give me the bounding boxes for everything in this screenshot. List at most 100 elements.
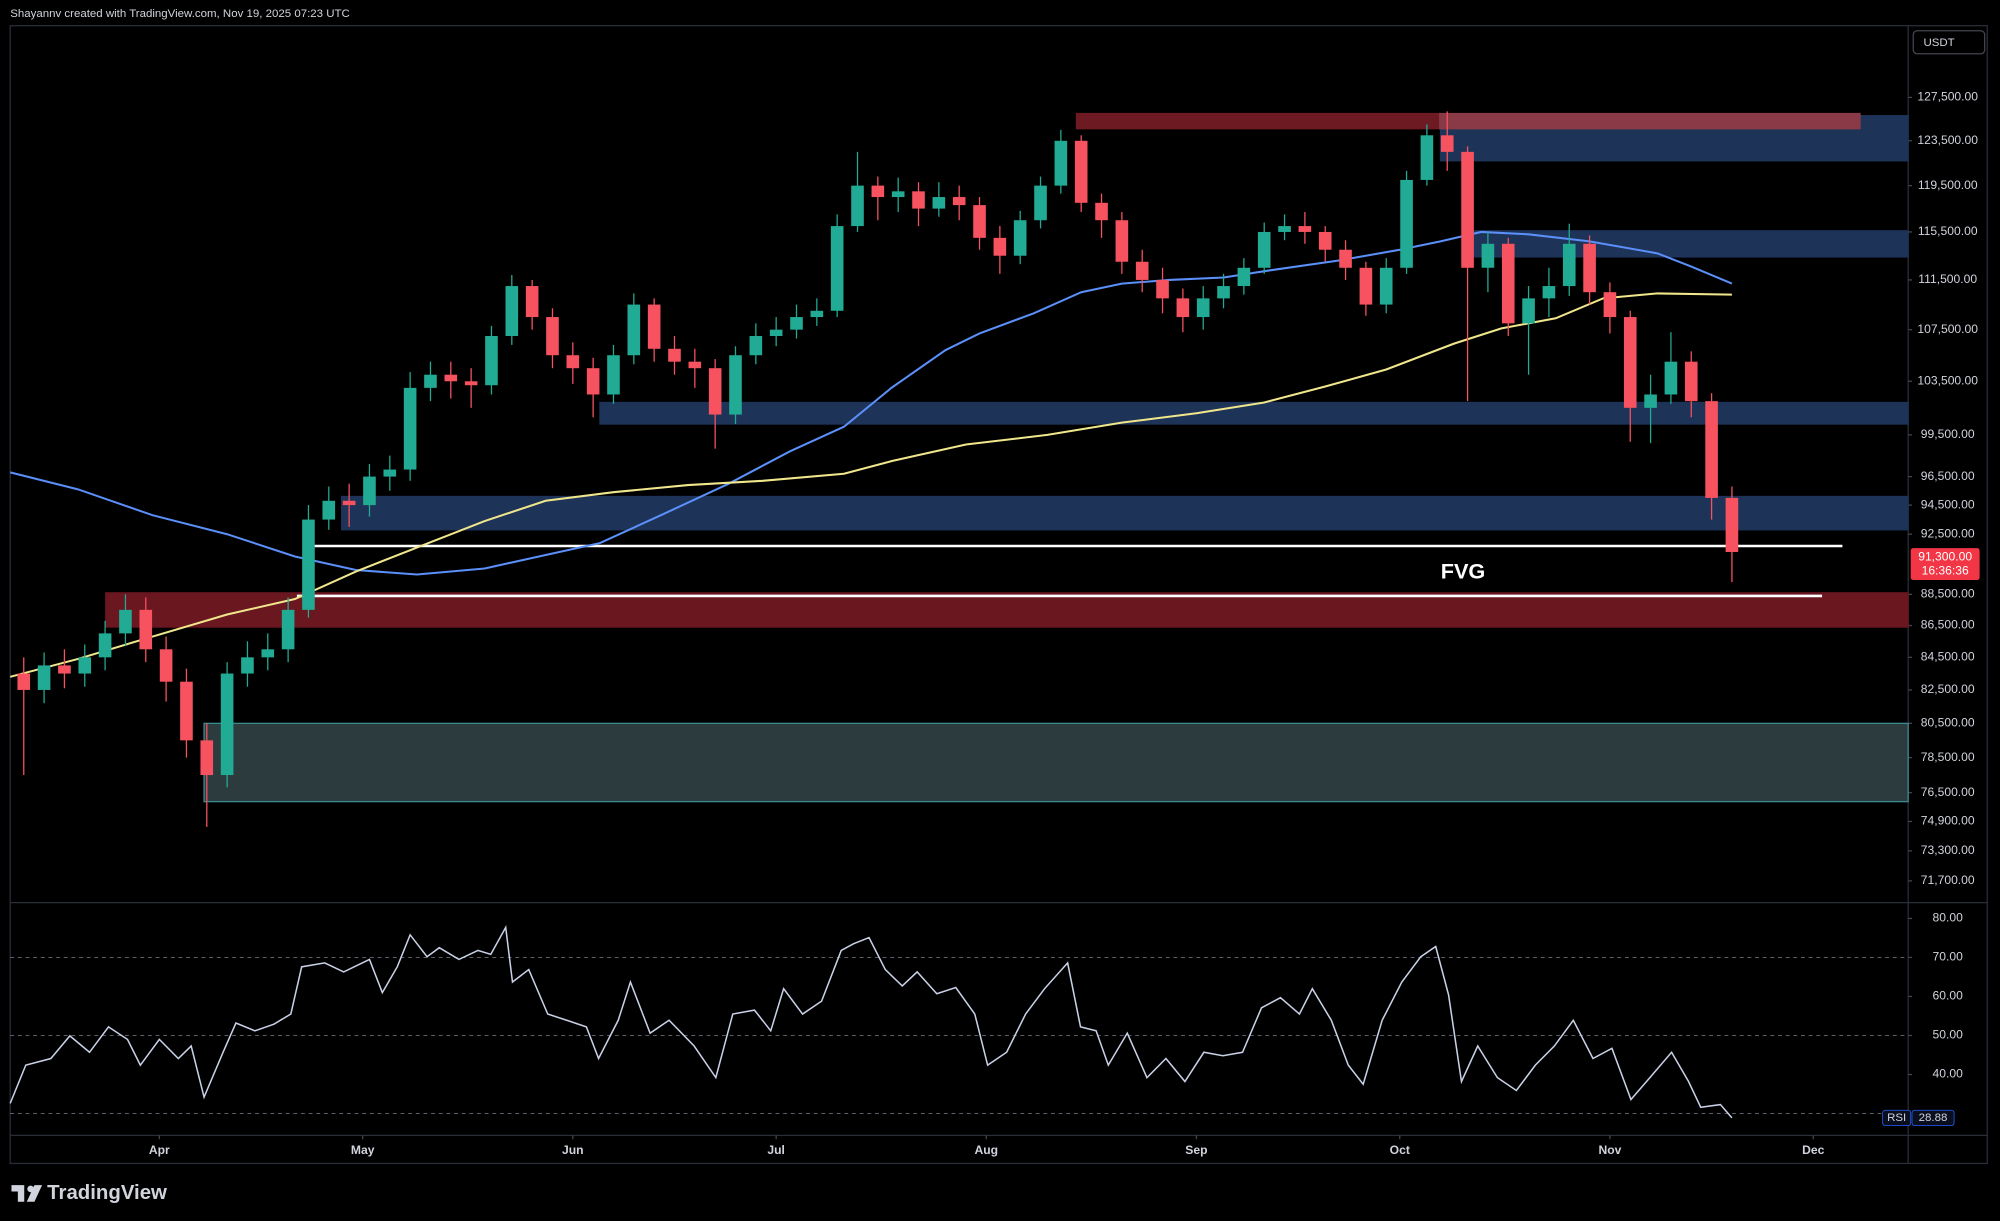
candle-body [241,657,254,674]
zone [599,401,1909,425]
candle-body [200,740,214,776]
y-tick-label: 40.00 [1933,1067,1964,1081]
candle-body [1461,151,1474,268]
x-tick-label: Nov [1598,1143,1621,1157]
candle-body [973,205,986,238]
y-tick-label: 60.00 [1933,989,1964,1003]
x-tick-label: Oct [1390,1143,1410,1157]
y-tick-label: 80.00 [1933,911,1964,925]
rsi-name-tag [1882,1109,1912,1126]
y-tick-label: 88,500.00 [1921,587,1975,601]
candle-body [505,286,519,337]
x-tick-label: May [351,1143,375,1157]
candle-body [180,681,193,741]
candle-body [668,348,681,362]
candle-body [932,197,946,209]
candle-body [98,633,112,658]
candle-body [58,665,71,674]
y-tick-label: 119,500.00 [1918,178,1978,192]
x-tick-label: Jun [562,1143,584,1157]
y-tick-label: 73,300.00 [1921,843,1975,857]
y-tick-label: 74,900.00 [1921,814,1975,828]
candle-body [302,519,315,610]
candle-body [566,355,580,369]
candle-body [1684,361,1698,402]
moving-average [9,292,1732,678]
candle-body [1664,361,1678,395]
y-tick-label: 70.00 [1933,950,1964,964]
candle-body [383,469,397,477]
y-tick-label: 103,500.00 [1917,373,1978,387]
candle-body [1217,286,1230,299]
candle-body [139,609,153,650]
candle-body [403,387,417,470]
x-tick-label: Sep [1185,1143,1207,1157]
candle-body [1440,135,1454,152]
candle-body [1298,226,1312,232]
candle-body [37,665,51,690]
currency-label[interactable]: USDT [1923,37,1954,49]
candle-body [1705,401,1718,498]
rsi-pane: 80.00 70.00 60.00 50.00 40.00 RSI 28.88 [9,911,1964,1126]
rsi-line [9,924,1733,1119]
candle-body [1623,317,1637,408]
candle-body [485,336,498,386]
candle-body [444,374,458,382]
candle-body [1420,135,1434,180]
candle-body [1013,220,1027,256]
y-tick-label: 96,500.00 [1921,469,1975,483]
candle-body [1257,231,1271,268]
candle-body [342,500,356,506]
candle-body [281,609,295,650]
countdown-label: 16:36:36 [1922,563,1969,577]
candle-body [1562,243,1576,287]
candle-body [322,500,336,520]
candle-body [1095,202,1108,221]
currency-button[interactable] [1912,30,1986,55]
candle-body [952,197,966,206]
candle-body [220,673,234,776]
zone [1439,112,1861,130]
y-tick-label: 76,500.00 [1921,785,1975,799]
y-tick-label: 86,500.00 [1921,618,1975,632]
annotation: FVG [1441,559,1486,584]
last-price-label: 91,300.00 [1918,549,1972,563]
y-tick-label: 107,500.00 [1917,322,1978,336]
candle-body [159,649,173,682]
y-tick-label: 92,500.00 [1921,526,1975,540]
rsi-value-label: 28.88 [1919,1112,1948,1124]
candle-body [1501,243,1515,324]
candle-body [1379,267,1393,305]
moving-average [9,230,1733,576]
candle-body [851,185,864,227]
rsi-value-tag [1911,1109,1955,1126]
candle-body [1522,298,1535,324]
zone [341,495,1909,531]
candle-body [424,374,437,388]
candle-body [1034,185,1047,221]
candle-body [993,237,1007,256]
y-tick-label: 80,500.00 [1921,716,1975,730]
y-tick-label: 84,500.00 [1921,650,1975,664]
candle-body [1135,261,1149,280]
candle-body [749,336,763,356]
candle-body [1725,497,1739,552]
candle-body [769,329,783,337]
y-tick-label: 111,500.00 [1918,272,1977,286]
candle-body [1583,243,1596,293]
brand-name: TradingView [47,1182,167,1204]
brand-logo [11,1185,43,1202]
candle-body [1115,220,1129,262]
y-tick-label: 123,500.00 [1917,133,1978,147]
candle-body [1644,394,1657,408]
candle-body [586,368,600,395]
candle-body [810,310,824,318]
y-tick-label: 50.00 [1933,1028,1964,1042]
price-pane: 127,500.00 123,500.00 119,500.00 115,500.00… [9,90,1980,1157]
candle-body [627,304,641,356]
candle-body [708,368,722,415]
x-tick-label: Dec [1802,1143,1824,1157]
candle-body [464,381,478,386]
